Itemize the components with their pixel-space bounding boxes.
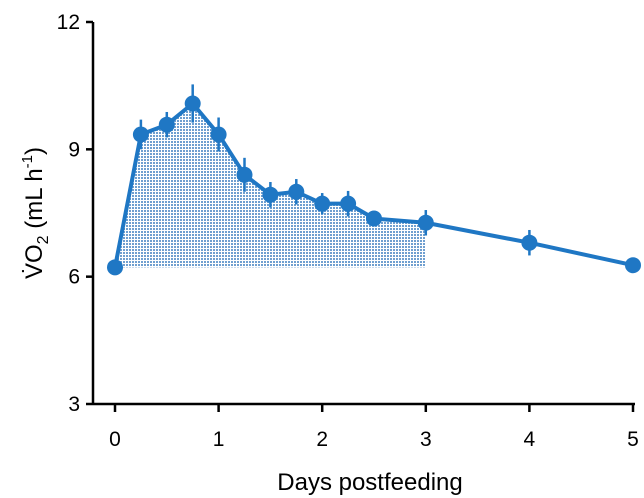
data-point: [521, 234, 538, 251]
data-point: [314, 195, 331, 212]
data-point: [262, 186, 279, 203]
data-point: [366, 210, 382, 227]
data-point: [236, 166, 253, 183]
y-axis-title-main: V̇O: [20, 244, 48, 279]
data-point: [210, 126, 227, 143]
data-point: [340, 195, 357, 212]
series-layer: [107, 84, 641, 276]
x-tick-label: 0: [109, 428, 121, 451]
data-point: [625, 257, 641, 274]
axes: [91, 22, 635, 406]
data-point: [184, 95, 201, 112]
shaded-area: [115, 103, 426, 268]
x-tick-label: 3: [420, 428, 432, 451]
y-axis-title-close: ): [21, 147, 48, 155]
y-axis-title: V̇O2 (mL h-1): [19, 147, 52, 279]
y-tick-label: 6: [68, 266, 80, 289]
y-axis-title-superscript: -1: [19, 155, 36, 168]
data-point: [107, 259, 123, 276]
x-tick-label: 2: [316, 428, 328, 451]
data-point: [158, 116, 175, 133]
y-tick-label: 12: [57, 11, 80, 34]
y-axis-title-subscript: 2: [35, 235, 52, 244]
y-axis-title-unit: (mL h: [21, 168, 48, 235]
y-tick-label: 3: [68, 393, 80, 416]
data-point: [132, 126, 149, 143]
shaded-area-layer: [115, 103, 426, 268]
data-point: [288, 183, 305, 200]
x-axis-title: Days postfeeding: [277, 469, 462, 496]
x-tick-label: 4: [524, 428, 536, 451]
x-tick-label: 1: [213, 428, 225, 451]
y-tick-label: 9: [68, 138, 80, 161]
x-tick-label: 5: [627, 428, 639, 451]
data-point: [417, 214, 434, 231]
